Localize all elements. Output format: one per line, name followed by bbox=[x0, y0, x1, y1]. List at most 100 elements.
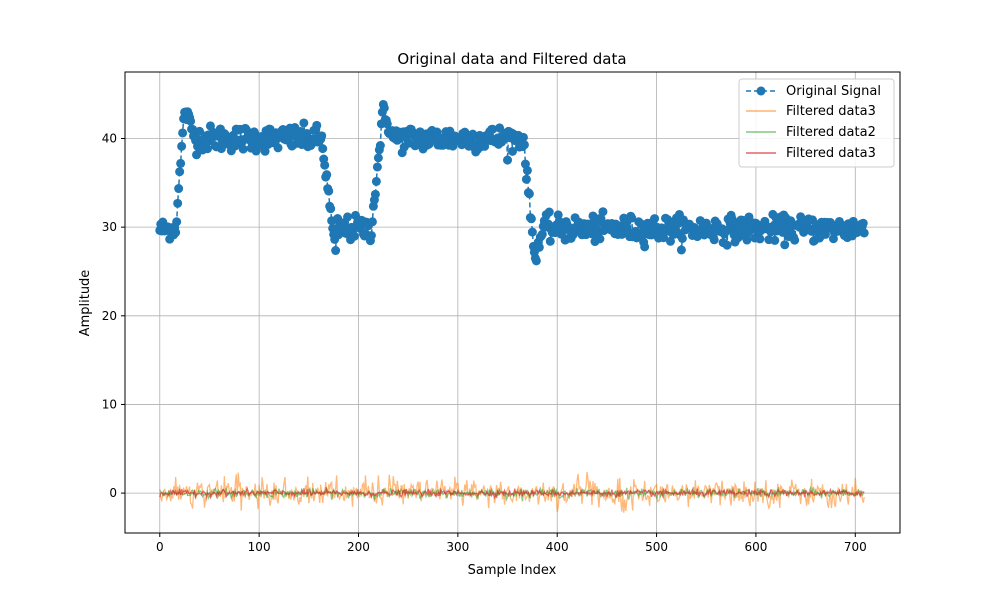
data-point bbox=[770, 235, 780, 245]
data-point bbox=[527, 227, 537, 237]
data-point bbox=[260, 146, 270, 156]
x-tick-label: 300 bbox=[446, 540, 469, 554]
data-point bbox=[742, 235, 752, 245]
x-tick-label: 600 bbox=[744, 540, 767, 554]
series-line-filtered-orange bbox=[159, 471, 865, 513]
data-point bbox=[202, 144, 212, 154]
x-tick-label: 500 bbox=[645, 540, 668, 554]
legend-box bbox=[738, 78, 895, 168]
ticks: 0 100 200 300 400 500 600 700 0 10 20 30 40 bbox=[102, 131, 867, 554]
data-point bbox=[537, 229, 547, 239]
data-point bbox=[676, 245, 686, 255]
data-point bbox=[677, 233, 687, 243]
data-point bbox=[173, 198, 183, 208]
legend-marker-original-signal bbox=[756, 86, 766, 96]
y-tick-label: 20 bbox=[102, 309, 117, 323]
data-point bbox=[665, 236, 675, 246]
legend-label-filtered-orange: Filtered data3 bbox=[786, 104, 876, 119]
data-point bbox=[350, 231, 360, 241]
legend-entry-filtered-orange: Filtered data3 bbox=[746, 104, 876, 119]
data-point bbox=[172, 217, 182, 227]
data-point bbox=[324, 186, 334, 196]
data-point bbox=[331, 246, 341, 256]
data-point bbox=[326, 204, 336, 214]
x-tick-label: 0 bbox=[156, 540, 164, 554]
data-point bbox=[503, 155, 513, 165]
x-tick-label: 200 bbox=[347, 540, 370, 554]
data-point bbox=[627, 213, 637, 223]
data-point bbox=[488, 124, 498, 134]
y-axis-label: Amplitude bbox=[78, 270, 93, 337]
y-tick-label: 0 bbox=[109, 486, 117, 500]
original-signal-markers bbox=[155, 99, 869, 266]
legend-entry-filtered-red: Filtered data3 bbox=[746, 146, 876, 161]
data-point bbox=[518, 132, 528, 142]
data-point bbox=[521, 174, 531, 184]
data-point bbox=[273, 143, 283, 153]
data-point bbox=[379, 103, 389, 113]
data-point bbox=[522, 165, 532, 175]
data-point bbox=[545, 236, 555, 246]
data-point bbox=[343, 212, 353, 222]
data-point bbox=[722, 240, 732, 250]
data-point bbox=[372, 162, 382, 172]
data-point bbox=[373, 153, 383, 163]
data-point bbox=[755, 234, 765, 244]
data-point bbox=[178, 128, 188, 138]
data-point bbox=[480, 141, 490, 151]
data-point bbox=[367, 217, 377, 227]
y-tick-label: 40 bbox=[102, 131, 117, 145]
x-tick-label: 700 bbox=[844, 540, 867, 554]
data-point bbox=[366, 231, 376, 241]
data-point bbox=[317, 131, 327, 141]
data-point bbox=[318, 144, 328, 154]
data-point bbox=[375, 141, 385, 151]
data-point bbox=[312, 120, 322, 130]
data-point bbox=[370, 189, 380, 199]
data-point bbox=[598, 207, 608, 217]
data-point bbox=[175, 167, 185, 177]
data-point bbox=[299, 118, 309, 128]
x-tick-label: 100 bbox=[248, 540, 271, 554]
data-point bbox=[519, 140, 529, 150]
data-point bbox=[531, 256, 541, 266]
chart-title: Original data and Filtered data bbox=[397, 50, 626, 68]
data-point bbox=[859, 228, 869, 238]
data-point bbox=[544, 207, 554, 217]
data-point bbox=[351, 210, 361, 220]
data-point bbox=[650, 214, 660, 224]
data-point bbox=[320, 160, 330, 170]
data-point bbox=[250, 129, 260, 139]
data-point bbox=[780, 240, 790, 250]
series-layer bbox=[155, 99, 869, 513]
data-point bbox=[640, 242, 650, 252]
legend-entry-filtered-green: Filtered data2 bbox=[746, 125, 876, 140]
x-tick-label: 400 bbox=[546, 540, 569, 554]
data-point bbox=[448, 141, 458, 151]
legend-label-filtered-green: Filtered data2 bbox=[786, 125, 876, 140]
legend-label-filtered-red: Filtered data3 bbox=[786, 146, 876, 161]
legend-label-original-signal: Original Signal bbox=[786, 84, 881, 99]
data-point bbox=[177, 141, 187, 151]
data-point bbox=[171, 227, 181, 237]
y-tick-label: 30 bbox=[102, 220, 117, 234]
data-point bbox=[186, 116, 196, 126]
legend: Original Signal Filtered data3 Filtered … bbox=[738, 78, 895, 168]
data-point bbox=[595, 234, 605, 244]
y-tick-label: 10 bbox=[102, 397, 117, 411]
data-point bbox=[508, 146, 517, 156]
data-point bbox=[382, 119, 392, 129]
data-point bbox=[709, 235, 719, 245]
x-axis-label: Sample Index bbox=[468, 563, 557, 578]
series-line-filtered-red bbox=[159, 486, 865, 500]
data-point bbox=[176, 158, 186, 168]
data-point bbox=[524, 189, 534, 199]
plot-frame bbox=[124, 71, 901, 534]
data-point bbox=[534, 242, 544, 252]
data-point bbox=[858, 218, 868, 228]
data-point bbox=[371, 176, 381, 186]
data-point bbox=[790, 235, 800, 245]
data-point bbox=[174, 184, 184, 194]
data-point bbox=[238, 144, 248, 154]
